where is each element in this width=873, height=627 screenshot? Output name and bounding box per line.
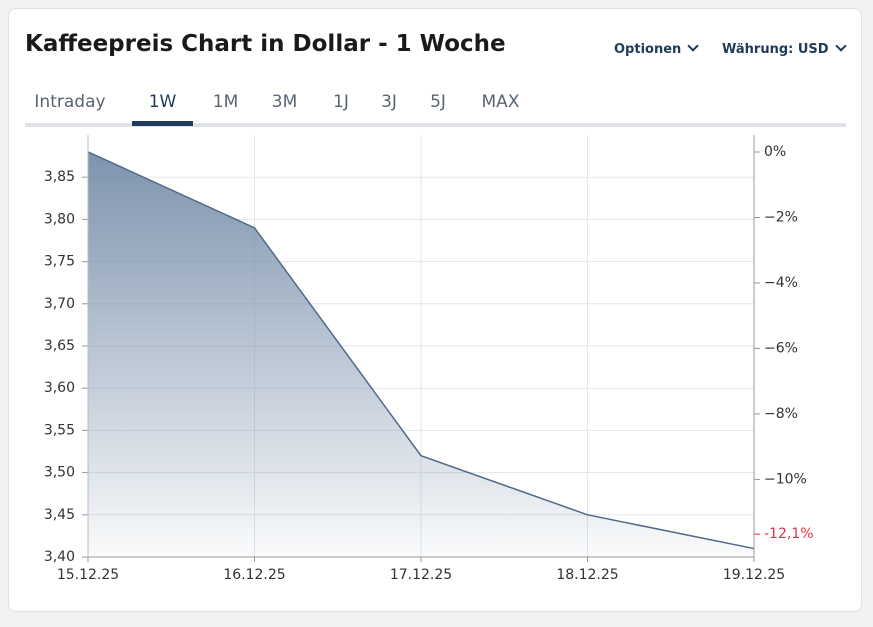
- y-tick-label: 3,85: [44, 169, 75, 185]
- y2-tick-label: −8%: [764, 406, 798, 422]
- y-tick-label: 3,60: [44, 380, 75, 396]
- tab[interactable]: 1W: [132, 81, 193, 126]
- tab[interactable]: 3J: [381, 92, 397, 112]
- y-tick-label: 3,65: [44, 338, 75, 354]
- y-tick-label: 3,40: [44, 549, 75, 565]
- y-tick-label: 3,55: [44, 422, 75, 438]
- title: Kaffeepreis Chart in Dollar - 1 Woche: [25, 31, 506, 57]
- y2-tick-label: −2%: [764, 210, 798, 226]
- options-menu[interactable]: Optionen: [614, 42, 697, 57]
- y-tick-label: 3,50: [44, 465, 75, 481]
- x-tick-label: 19.12.25: [723, 567, 785, 583]
- x-tick-label: 18.12.25: [556, 567, 618, 583]
- tab[interactable]: MAX: [481, 92, 520, 112]
- y2-tick-label: −4%: [764, 275, 798, 291]
- tab[interactable]: 1M: [212, 92, 239, 112]
- annotation-label: -12,1%: [764, 526, 814, 542]
- y2-tick-label: 0%: [764, 144, 786, 160]
- y2-tick-label: −10%: [764, 471, 807, 487]
- tab[interactable]: Intraday: [34, 92, 106, 112]
- y-tick-label: 3,45: [44, 507, 75, 523]
- y-tick-label: 3,75: [44, 254, 75, 270]
- x-tick-label: 16.12.25: [223, 567, 285, 583]
- y-tick-label: 3,70: [44, 296, 75, 312]
- area: [88, 151, 754, 557]
- tab[interactable]: 3M: [271, 92, 298, 112]
- tab[interactable]: 1J: [333, 92, 349, 112]
- currency-menu[interactable]: Währung: USD: [722, 42, 845, 57]
- y-tick-label: 3,80: [44, 211, 75, 227]
- x-tick-label: 15.12.25: [57, 567, 119, 583]
- y2-tick-label: −6%: [764, 340, 798, 356]
- tab-bar: Intraday 1W 1M 3M 1J 3J 5J MAX: [25, 83, 846, 127]
- tab[interactable]: 5J: [430, 92, 446, 112]
- line: [87, 151, 755, 550]
- x-tick-label: 17.12.25: [390, 567, 452, 583]
